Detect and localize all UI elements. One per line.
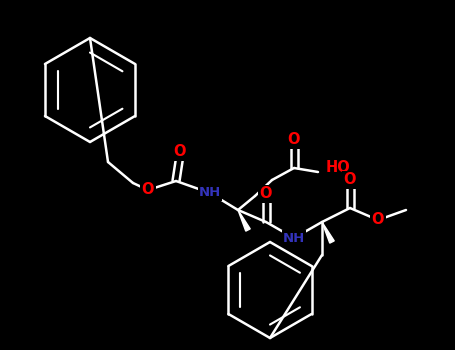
Text: NH: NH	[199, 187, 221, 199]
Text: O: O	[372, 212, 384, 228]
Text: O: O	[344, 173, 356, 188]
Text: HO: HO	[326, 161, 351, 175]
Text: O: O	[288, 133, 300, 147]
Text: O: O	[174, 145, 186, 160]
Polygon shape	[238, 210, 250, 231]
Polygon shape	[322, 222, 334, 243]
Text: O: O	[260, 187, 272, 202]
Text: O: O	[142, 182, 154, 197]
Text: NH: NH	[283, 231, 305, 245]
